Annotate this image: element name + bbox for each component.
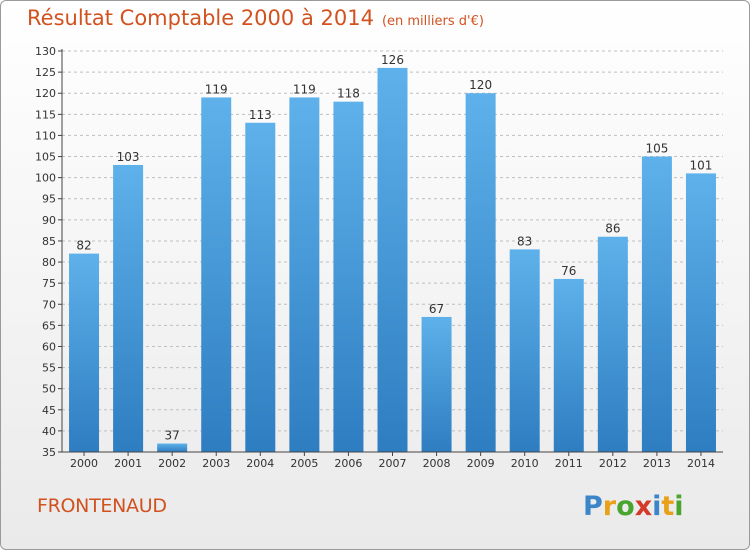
y-tick-label: 130 bbox=[35, 45, 56, 58]
x-tick-label: 2012 bbox=[599, 457, 627, 470]
bar bbox=[598, 237, 628, 452]
data-label: 119 bbox=[205, 82, 228, 96]
data-label: 67 bbox=[429, 302, 444, 316]
y-tick-label: 40 bbox=[42, 425, 56, 438]
data-label: 37 bbox=[165, 429, 180, 443]
y-tick-label: 90 bbox=[42, 214, 56, 227]
data-label: 82 bbox=[76, 239, 91, 253]
x-tick-label: 2000 bbox=[70, 457, 98, 470]
bar bbox=[201, 97, 231, 452]
bar bbox=[289, 97, 319, 452]
y-tick-label: 95 bbox=[42, 193, 56, 206]
y-tick-label: 75 bbox=[42, 277, 56, 290]
bar bbox=[422, 317, 452, 452]
bar bbox=[157, 444, 187, 452]
x-tick-label: 2008 bbox=[423, 457, 451, 470]
y-tick-label: 60 bbox=[42, 340, 56, 353]
y-tick-label: 45 bbox=[42, 404, 56, 417]
data-label: 119 bbox=[293, 82, 316, 96]
bar bbox=[245, 123, 275, 452]
x-tick-label: 2001 bbox=[114, 457, 142, 470]
x-tick-label: 2014 bbox=[687, 457, 715, 470]
y-tick-label: 85 bbox=[42, 235, 56, 248]
x-tick-label: 2011 bbox=[555, 457, 583, 470]
bar bbox=[113, 165, 143, 452]
data-label: 101 bbox=[690, 158, 713, 172]
bar bbox=[510, 249, 540, 452]
x-tick-label: 2003 bbox=[202, 457, 230, 470]
x-tick-label: 2010 bbox=[511, 457, 539, 470]
y-tick-label: 120 bbox=[35, 87, 56, 100]
bar bbox=[642, 157, 672, 452]
bar bbox=[69, 254, 99, 452]
x-tick-label: 2006 bbox=[334, 457, 362, 470]
y-tick-label: 70 bbox=[42, 298, 56, 311]
bar bbox=[333, 102, 363, 452]
y-tick-label: 35 bbox=[42, 446, 56, 459]
y-tick-label: 80 bbox=[42, 256, 56, 269]
data-label: 120 bbox=[469, 78, 492, 92]
y-tick-label: 55 bbox=[42, 362, 56, 375]
data-label: 118 bbox=[337, 87, 360, 101]
y-tick-label: 115 bbox=[35, 108, 56, 121]
data-label: 113 bbox=[249, 108, 272, 122]
data-label: 86 bbox=[605, 222, 620, 236]
data-label: 103 bbox=[117, 150, 140, 164]
y-tick-label: 100 bbox=[35, 172, 56, 185]
bar bbox=[686, 173, 716, 452]
commune-name: FRONTENAUD bbox=[37, 495, 167, 517]
bars bbox=[69, 68, 716, 452]
x-tick-label: 2002 bbox=[158, 457, 186, 470]
data-label: 83 bbox=[517, 234, 532, 248]
proxiti-logo: Proxiti bbox=[583, 491, 684, 522]
y-tick-label: 65 bbox=[42, 319, 56, 332]
y-tick-label: 105 bbox=[35, 151, 56, 164]
x-tick-label: 2004 bbox=[246, 457, 274, 470]
bar bbox=[378, 68, 408, 452]
data-label: 105 bbox=[645, 142, 668, 156]
y-tick-label: 50 bbox=[42, 383, 56, 396]
data-label: 76 bbox=[561, 264, 576, 278]
y-tick-label: 125 bbox=[35, 66, 56, 79]
x-tick-label: 2009 bbox=[467, 457, 495, 470]
x-tick-label: 2013 bbox=[643, 457, 671, 470]
y-tick-label: 110 bbox=[35, 129, 56, 142]
bar bbox=[466, 93, 496, 452]
data-label: 126 bbox=[381, 53, 404, 67]
x-tick-label: 2007 bbox=[379, 457, 407, 470]
x-tick-label: 2005 bbox=[290, 457, 318, 470]
bar bbox=[554, 279, 584, 452]
